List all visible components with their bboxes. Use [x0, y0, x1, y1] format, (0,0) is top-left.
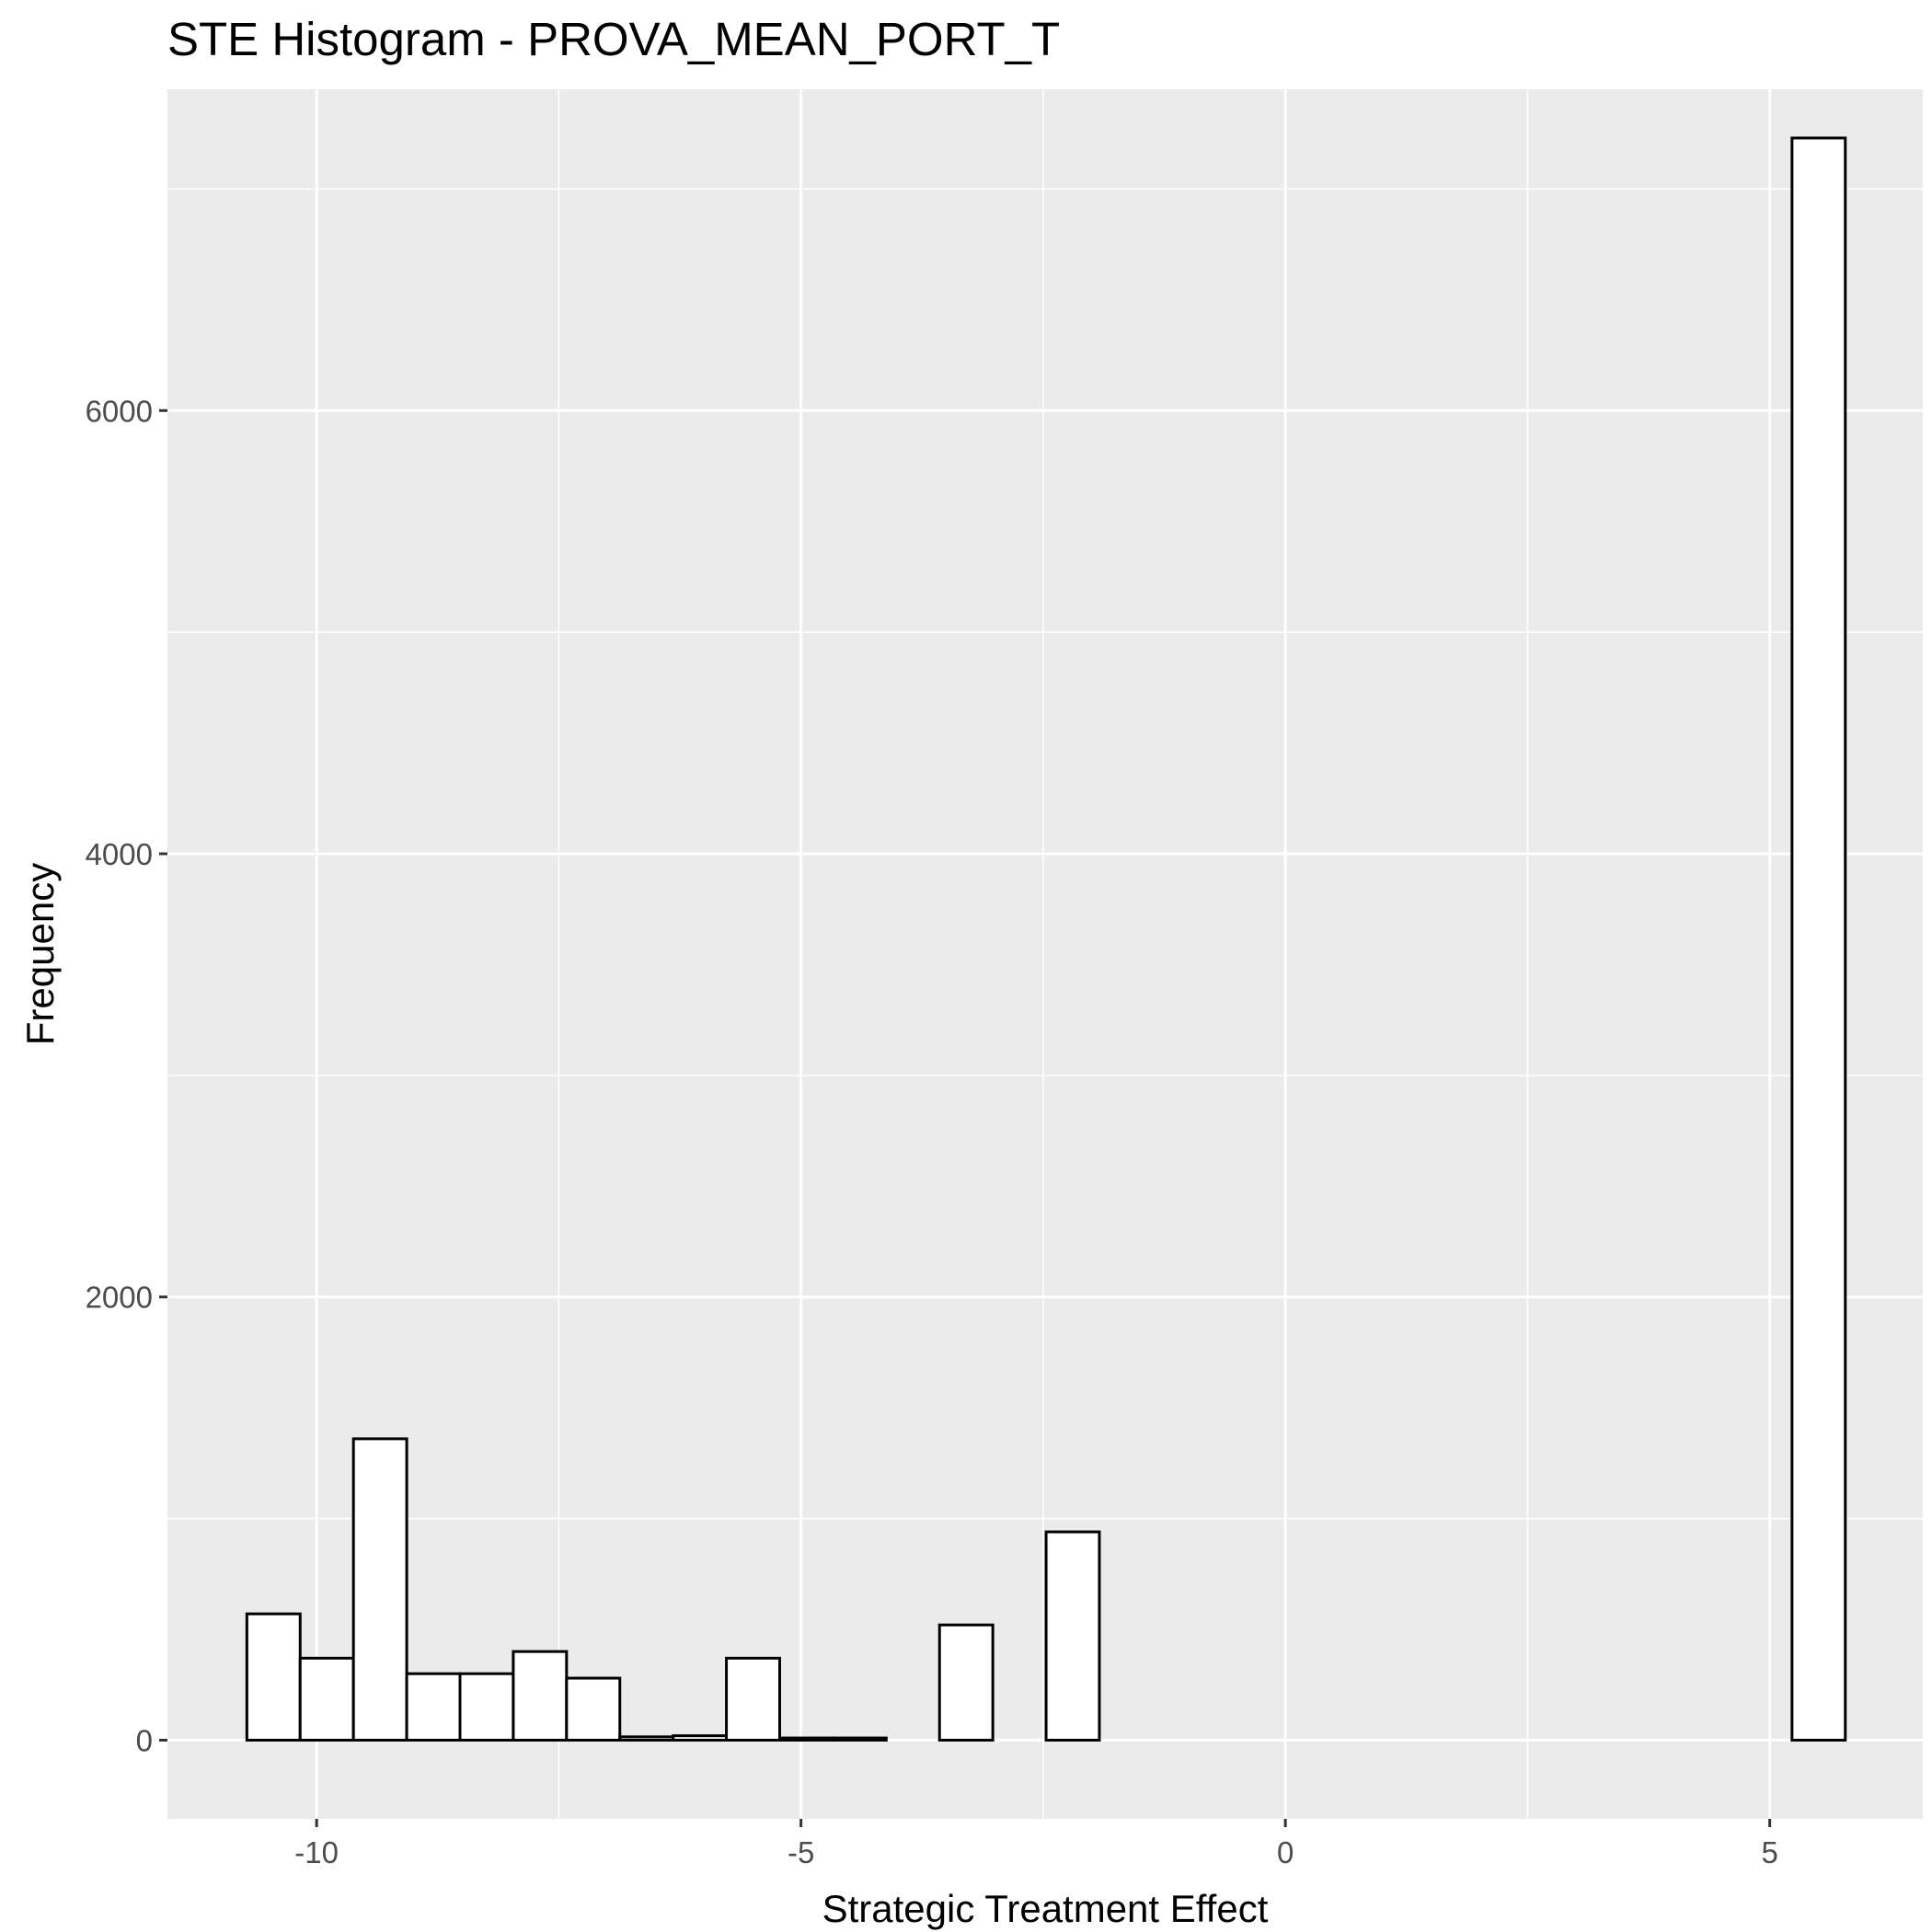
histogram-bar: [1790, 136, 1847, 1742]
histogram-bar: [777, 1736, 834, 1742]
histogram-bar: [565, 1676, 622, 1742]
x-axis: -10 -5 0 5: [294, 1819, 1778, 1869]
histogram-bar: [831, 1736, 888, 1742]
y-tick-label: 2000: [86, 1281, 153, 1315]
x-tick-label: -5: [788, 1835, 814, 1869]
y-axis: 0 2000 4000 6000: [86, 394, 167, 1757]
histogram-bar: [351, 1437, 408, 1742]
y-tick-label: 0: [136, 1723, 153, 1757]
chart-title: STE Histogram - PROVA_MEAN_PORT_T: [167, 13, 1060, 65]
histogram-bars: [245, 136, 1847, 1742]
histogram-bar: [298, 1656, 355, 1742]
histogram-bar: [458, 1672, 515, 1742]
histogram-bar: [405, 1672, 462, 1742]
histogram-bar: [672, 1734, 729, 1742]
x-tick-label: 0: [1277, 1835, 1294, 1869]
histogram-bar: [512, 1650, 569, 1742]
histogram-bar: [725, 1656, 781, 1742]
y-tick-label: 4000: [86, 837, 153, 871]
histogram-bar: [245, 1612, 302, 1742]
histogram-bar: [618, 1735, 675, 1742]
x-tick-label: 5: [1761, 1835, 1777, 1869]
minor-gridlines: [167, 89, 1923, 1819]
x-axis-title: Strategic Treatment Effect: [822, 1887, 1269, 1930]
histogram-bar: [937, 1623, 995, 1742]
y-tick-label: 6000: [86, 394, 153, 428]
y-axis-title: Frequency: [18, 863, 62, 1045]
histogram-bar: [1044, 1530, 1101, 1742]
x-tick-label: -10: [294, 1835, 339, 1869]
